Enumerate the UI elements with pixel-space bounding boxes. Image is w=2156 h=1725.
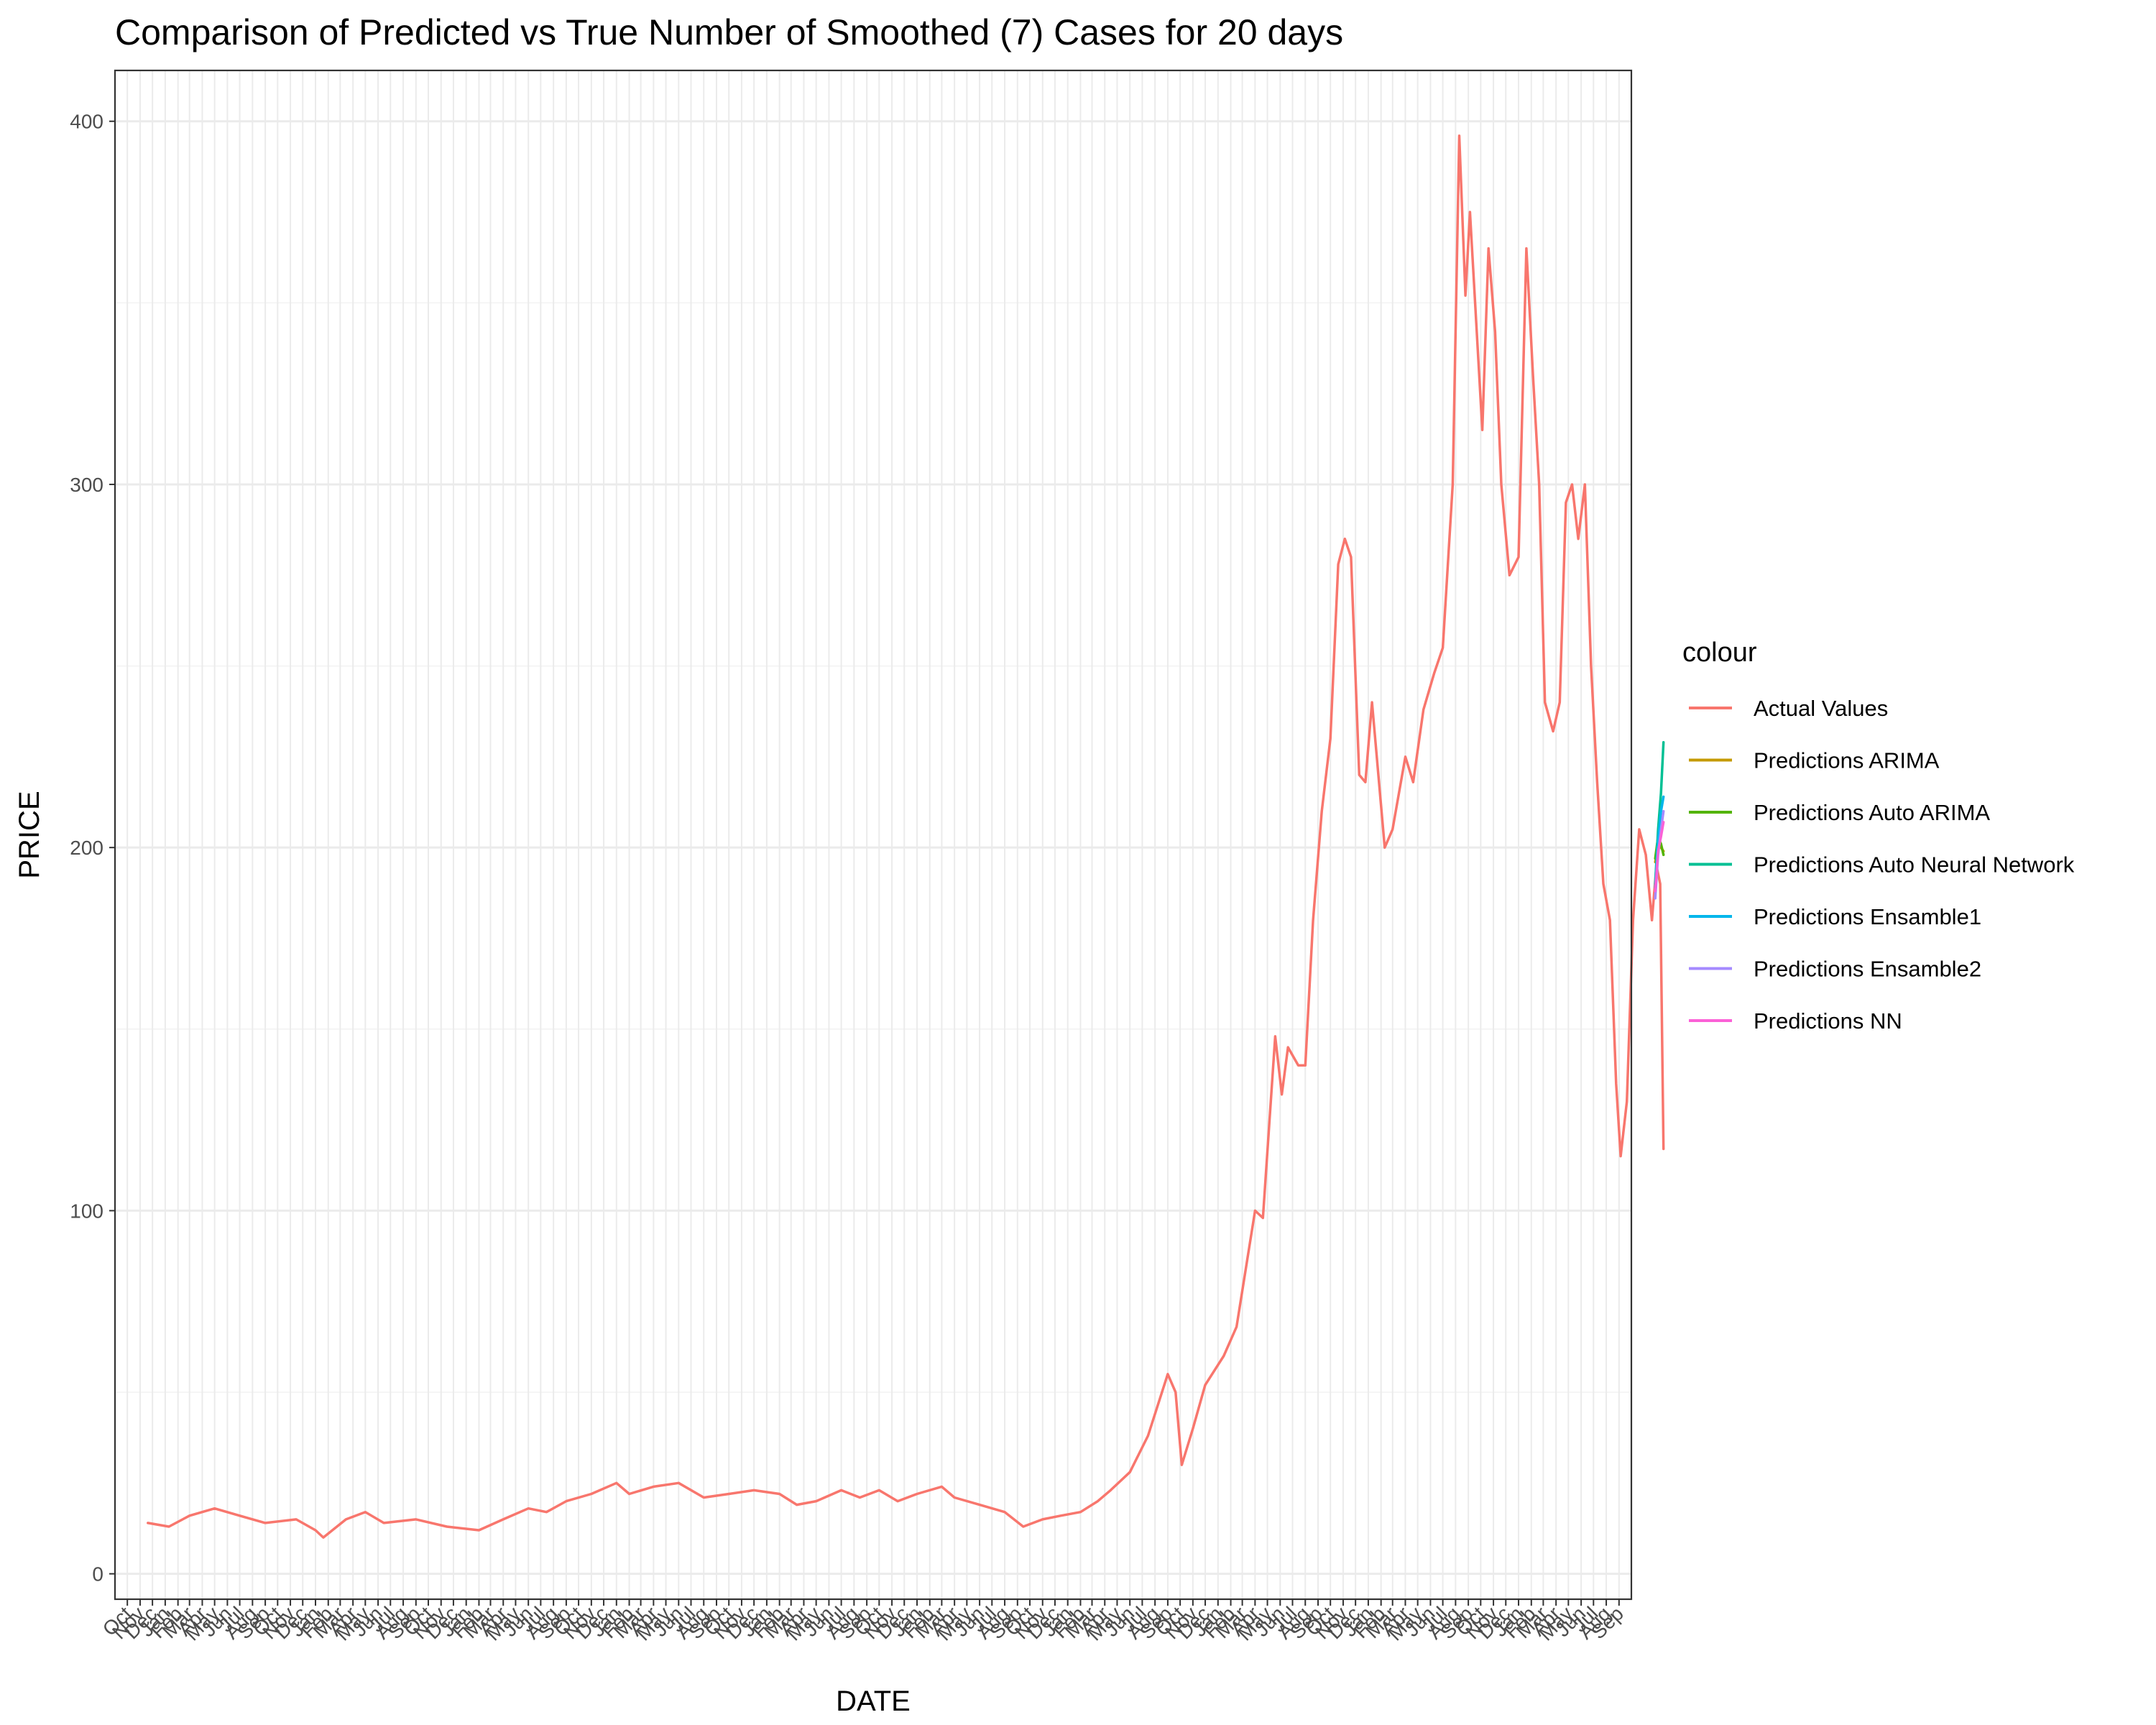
legend: colour Actual Values Predictions ARIMA Pre… (1682, 638, 2075, 1034)
y-tick-label: 300 (70, 474, 103, 496)
series-lines (147, 134, 1665, 1539)
legend-label: Predictions Ensamble2 (1754, 957, 1981, 982)
legend-label: Predictions ARIMA (1754, 748, 1940, 773)
legend-label: Predictions Ensamble1 (1754, 904, 1981, 929)
chart-title: Comparison of Predicted vs True Number o… (115, 12, 1343, 52)
series-line (147, 134, 1665, 1539)
grid (115, 70, 1631, 1599)
y-tick-label: 400 (70, 111, 103, 133)
legend-label: Predictions Auto ARIMA (1754, 800, 1990, 825)
legend-title: colour (1682, 638, 1757, 668)
y-tick-label: 100 (70, 1200, 103, 1222)
legend-label: Predictions Auto Neural Network (1754, 852, 2075, 878)
panel-border (114, 69, 1633, 1601)
legend-label: Predictions NN (1754, 1008, 1902, 1034)
series-line (1654, 821, 1665, 893)
x-axis-title: DATE (836, 1685, 911, 1717)
y-tick-label: 0 (92, 1563, 103, 1586)
axes: 0100200300400OctNovDecJanFebMarAprMayJun… (70, 111, 1628, 1645)
y-axis-title: PRICE (14, 791, 45, 878)
y-tick-label: 200 (70, 837, 103, 859)
legend-label: Actual Values (1754, 696, 1888, 721)
